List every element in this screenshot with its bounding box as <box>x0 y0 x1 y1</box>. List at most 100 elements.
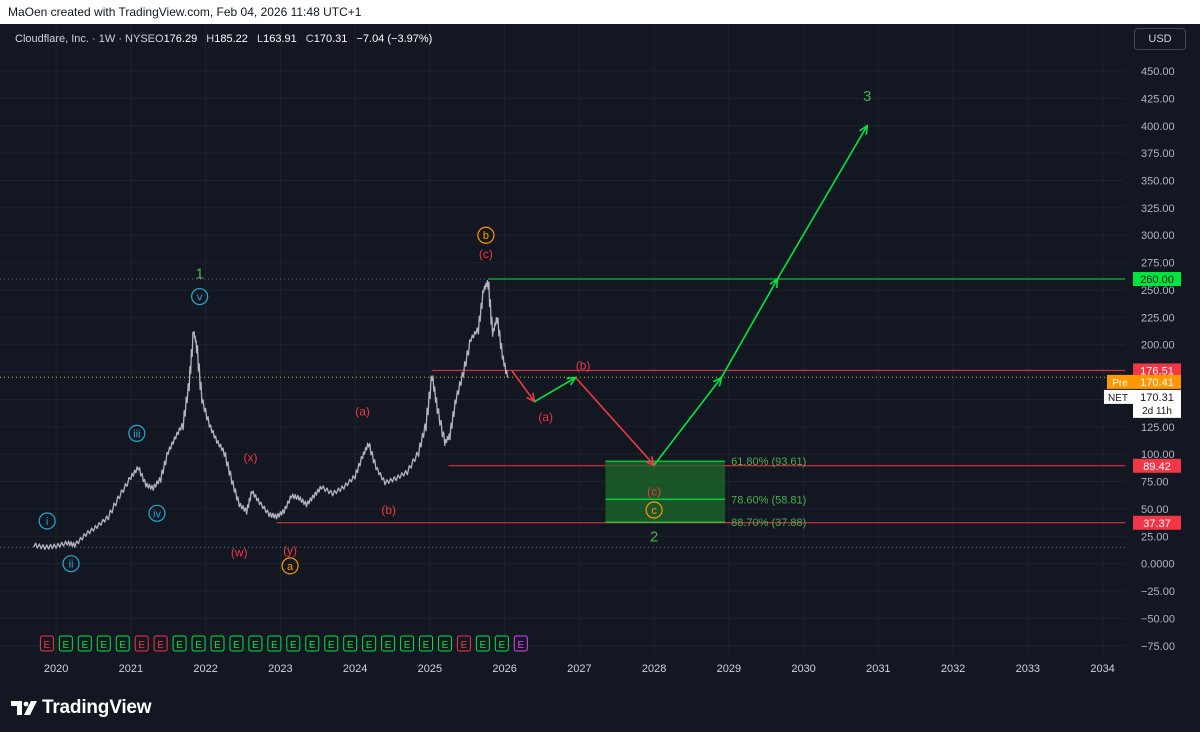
earnings-marker-box <box>210 635 225 652</box>
y-tick-label: 200.00 <box>1141 340 1175 352</box>
earnings-marker[interactable]: E <box>475 635 490 652</box>
earnings-marker-box <box>475 635 490 652</box>
l-value: 163.91 <box>263 33 297 45</box>
earnings-marker[interactable]: E <box>172 635 187 652</box>
earnings-marker[interactable]: E <box>58 635 73 652</box>
x-tick-label: 2021 <box>119 663 143 675</box>
y-tick-label: 50.00 <box>1141 504 1169 516</box>
earnings-marker[interactable]: E <box>77 635 92 652</box>
earnings-marker-label: E <box>252 640 259 651</box>
earnings-marker[interactable]: E <box>229 635 244 652</box>
h-value: 185.22 <box>214 33 248 45</box>
earnings-marker[interactable]: E <box>210 635 225 652</box>
earnings-marker[interactable]: E <box>134 635 149 652</box>
fib-zone-rect <box>605 461 726 523</box>
earnings-marker-box <box>267 635 282 652</box>
green-projection-segment <box>653 377 722 466</box>
earnings-marker-label: E <box>385 640 392 651</box>
price-tags: 260.00 176.51 89.42 37.37 Pre 170.41 NET 170.31… <box>1104 272 1181 530</box>
y-tick-label: −50.00 <box>1141 613 1175 625</box>
wave-label: iv <box>153 508 161 520</box>
pre-tag-label: Pre <box>1112 378 1128 389</box>
level-price-tag: 176.51 <box>1140 365 1174 377</box>
wave-label: (a) <box>355 404 370 418</box>
earnings-marker[interactable]: E <box>324 635 339 652</box>
h-label: H <box>206 33 214 45</box>
earnings-marker[interactable]: E <box>362 635 377 652</box>
earnings-marker-box <box>39 635 54 652</box>
earnings-marker[interactable]: E <box>267 635 282 652</box>
earnings-marker[interactable]: E <box>96 635 111 652</box>
wave-label-circle <box>148 504 166 522</box>
fib-level-label: 61.80% (93.61) <box>731 456 806 468</box>
tradingview-logo[interactable]: TradingView <box>10 697 152 719</box>
earnings-marker[interactable]: E <box>153 635 168 652</box>
earnings-marker[interactable]: E <box>437 635 452 652</box>
level-price-tag-box <box>1133 515 1181 530</box>
earnings-marker[interactable]: E <box>456 635 471 652</box>
x-tick-label: 2030 <box>791 663 815 675</box>
pre-value-box <box>1133 374 1181 389</box>
ticker-tag-label: NET <box>1108 393 1128 404</box>
o-label: O <box>155 33 164 45</box>
y-tick-label: 325.00 <box>1141 203 1175 215</box>
earnings-marker[interactable]: E <box>115 635 130 652</box>
green-projection-segment-head <box>859 124 869 135</box>
earnings-marker-label: E <box>233 640 240 651</box>
wave-label: (b) <box>576 358 591 372</box>
green-projection-segment <box>776 125 868 280</box>
earnings-marker-label: E <box>517 640 524 651</box>
earnings-marker[interactable]: E <box>248 635 263 652</box>
earnings-marker[interactable]: E <box>494 635 509 652</box>
grid <box>0 24 1125 654</box>
earnings-marker[interactable]: E <box>513 635 528 652</box>
earnings-marker[interactable]: E <box>305 635 320 652</box>
c-label: C <box>306 33 314 45</box>
red-projection-segment <box>575 377 655 466</box>
earnings-marker-box <box>362 635 377 652</box>
earnings-marker[interactable]: E <box>191 635 206 652</box>
y-tick-label: 275.00 <box>1141 258 1175 270</box>
currency-button[interactable]: USD <box>1134 28 1186 50</box>
earnings-marker-box <box>513 635 528 652</box>
green-projection-segment <box>534 376 577 403</box>
wave-label: (y) <box>283 543 297 557</box>
l-label: L <box>257 33 263 45</box>
earnings-marker[interactable]: E <box>381 635 396 652</box>
y-tick-label: 125.00 <box>1141 422 1175 434</box>
level-price-tag-box <box>1133 363 1181 378</box>
earnings-marker[interactable]: E <box>343 635 358 652</box>
wave-label: (c) <box>647 484 661 498</box>
earnings-marker-box <box>229 635 244 652</box>
wave-label-circle <box>128 424 146 442</box>
earnings-marker[interactable]: E <box>419 635 434 652</box>
earnings-marker[interactable]: E <box>39 635 54 652</box>
earnings-marker[interactable]: E <box>400 635 415 652</box>
earnings-marker-label: E <box>290 640 297 651</box>
level-price-tag: 89.42 <box>1143 461 1171 473</box>
x-tick-label: 2032 <box>941 663 965 675</box>
earnings-marker-label: E <box>44 640 51 651</box>
earnings-marker-label: E <box>404 640 411 651</box>
wave-label-circle <box>645 501 663 519</box>
y-tick-label: 0.0000 <box>1141 559 1175 571</box>
ticker-tag-box <box>1104 389 1133 404</box>
earnings-marker[interactable]: E <box>286 635 301 652</box>
earnings-marker-box <box>134 635 149 652</box>
earnings-marker-label: E <box>461 640 468 651</box>
wave-label-circle <box>38 512 56 530</box>
symbol-legend: Cloudflare, Inc. · 1W · NYSE O176.29 H18… <box>15 33 432 45</box>
y-tick-label: 75.00 <box>1141 477 1169 489</box>
earnings-marker-label: E <box>499 640 506 651</box>
x-tick-label: 2022 <box>193 663 217 675</box>
x-tick-label: 2034 <box>1090 663 1114 675</box>
price-chart[interactable]: 61.80% (93.61) 78.60% (58.81) 88.70% (37.8… <box>0 24 1200 684</box>
last-price-box <box>1133 389 1181 418</box>
wave-label: i <box>46 516 48 528</box>
wave-label: iii <box>133 428 140 440</box>
earnings-marker-box <box>172 635 187 652</box>
earnings-marker-box <box>437 635 452 652</box>
earnings-marker-label: E <box>309 640 316 651</box>
